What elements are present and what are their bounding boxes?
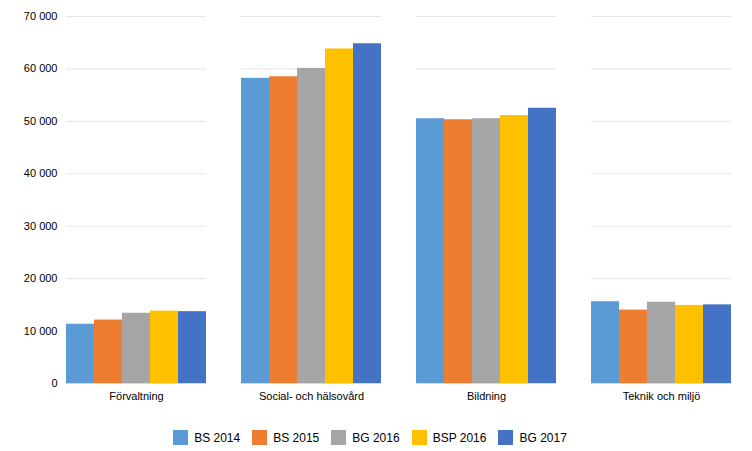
- svg-text:40 000: 40 000: [24, 167, 58, 179]
- html-text:BG 2016: BG 2016: [352, 430, 400, 445]
- svg-text:Förvaltning: Förvaltning: [109, 390, 163, 402]
- svg-text:30 000: 30 000: [24, 220, 58, 232]
- html-text:BS 2014: BS 2014: [194, 430, 241, 445]
- svg-text:50 000: 50 000: [24, 115, 58, 127]
- html-text:BG 2017: BG 2017: [519, 430, 567, 445]
- svg-text:10 000: 10 000: [24, 325, 58, 337]
- html-text:BSP 2016: BSP 2016: [432, 430, 487, 445]
- svg-text:0: 0: [51, 377, 57, 389]
- html-text:BS 2015: BS 2015: [273, 430, 320, 445]
- svg-text:Bildning: Bildning: [467, 390, 506, 402]
- svg-text:20 000: 20 000: [24, 272, 58, 284]
- svg-text:Social- och hälsovård: Social- och hälsovård: [259, 390, 364, 402]
- svg-text:Teknik och miljö: Teknik och miljö: [623, 390, 701, 402]
- svg-text:70 000: 70 000: [24, 10, 58, 22]
- svg-text:60 000: 60 000: [24, 62, 58, 74]
